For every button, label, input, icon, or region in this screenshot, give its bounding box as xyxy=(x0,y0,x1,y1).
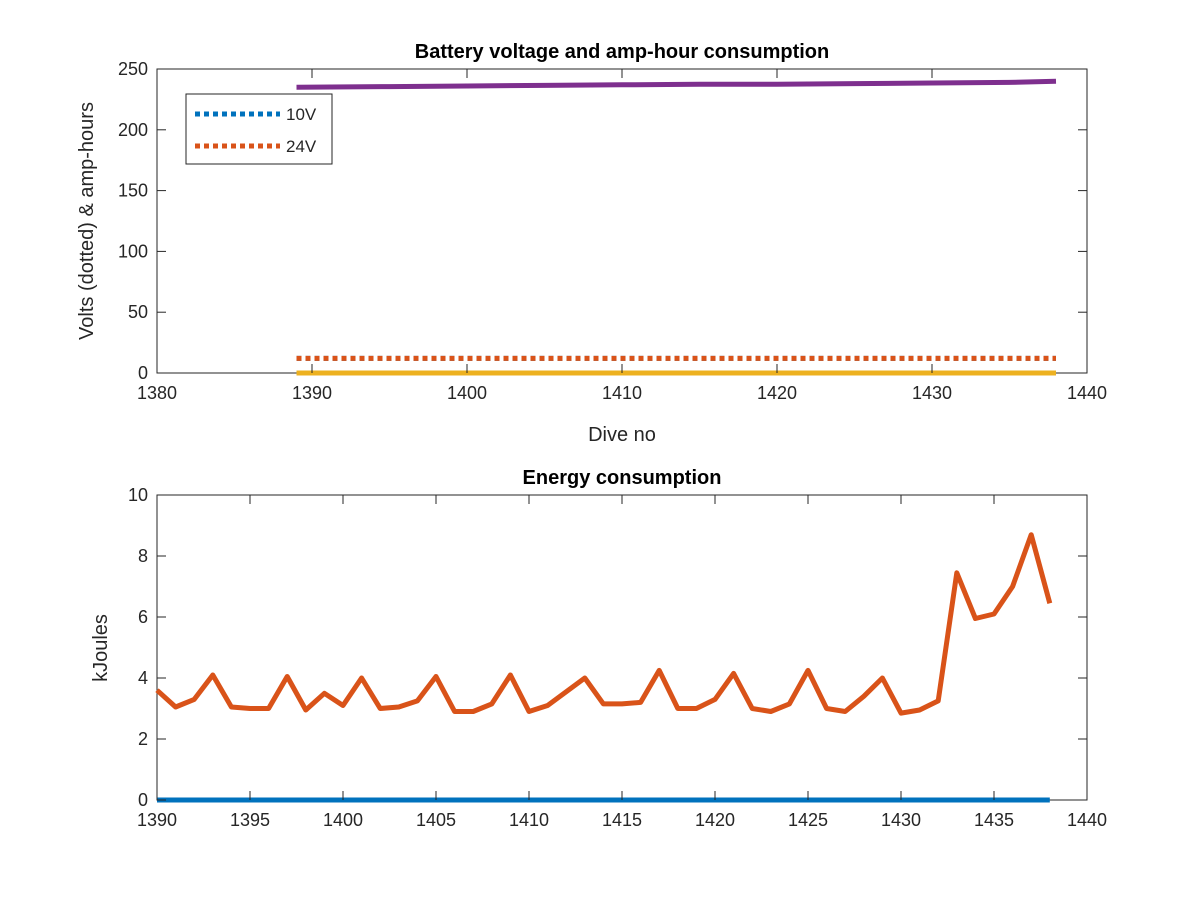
energy-x-tick-label: 1415 xyxy=(602,810,642,830)
energy-axes-box xyxy=(156,494,1088,801)
energy-y-tick-label: 2 xyxy=(138,729,148,749)
energy-y-axis-label: kJoules xyxy=(90,614,112,682)
battery-x-axis-label: Dive no xyxy=(588,424,656,446)
battery-chart: 1380 1390 1400 1410 1420 1430 1440 0 50 100 150 200… xyxy=(76,41,1107,446)
energy-ticks-layer: 1390 1395 1400 1405 1410 1415 1420 1425 1430 1435… xyxy=(128,485,1107,830)
battery-legend-box xyxy=(185,93,333,165)
battery-y-tick-label: 0 xyxy=(138,363,148,383)
energy-x-tick-label: 1425 xyxy=(788,810,828,830)
battery-chart-title: Battery voltage and amp-hour consumption xyxy=(415,41,829,63)
energy-x-tick-label: 1435 xyxy=(974,810,1014,830)
battery-x-tick-label: 1390 xyxy=(292,383,332,403)
energy-series-line-1 xyxy=(155,532,1053,716)
energy-x-tick-label: 1420 xyxy=(695,810,735,830)
battery-y-tick-label: 100 xyxy=(118,241,148,261)
energy-y-tick-label: 4 xyxy=(138,668,148,688)
energy-y-tick-label: 8 xyxy=(138,546,148,566)
battery-x-tick-label: 1440 xyxy=(1067,383,1107,403)
battery-series-layer xyxy=(296,78,1057,376)
battery-x-tick-label: 1420 xyxy=(757,383,797,403)
battery-ticks-layer: 1380 1390 1400 1410 1420 1430 1440 0 50 100 150 200… xyxy=(118,59,1107,403)
battery-x-tick-label: 1400 xyxy=(447,383,487,403)
battery-y-tick-label: 50 xyxy=(128,302,148,322)
battery-x-tick-label: 1430 xyxy=(912,383,952,403)
legend-label-10v: 10V xyxy=(286,105,317,124)
energy-chart: 1390 1395 1400 1405 1410 1415 1420 1425 1430 1435… xyxy=(90,467,1107,830)
battery-y-tick-label: 250 xyxy=(118,59,148,79)
energy-y-tick-label: 0 xyxy=(138,790,148,810)
energy-x-tick-label: 1405 xyxy=(416,810,456,830)
energy-x-tick-label: 1410 xyxy=(509,810,549,830)
battery-series-line-3 xyxy=(296,78,1057,90)
energy-x-tick-label: 1430 xyxy=(881,810,921,830)
battery-y-axis-label: Volts (dotted) & amp-hours xyxy=(76,102,98,340)
energy-chart-title: Energy consumption xyxy=(523,467,722,489)
battery-y-tick-label: 200 xyxy=(118,120,148,140)
battery-legend: 10V 24V xyxy=(185,93,333,165)
battery-x-tick-label: 1410 xyxy=(602,383,642,403)
energy-x-tick-label: 1390 xyxy=(137,810,177,830)
energy-x-tick-label: 1395 xyxy=(230,810,270,830)
battery-x-tick-label: 1380 xyxy=(137,383,177,403)
battery-y-tick-label: 150 xyxy=(118,181,148,201)
legend-label-24v: 24V xyxy=(286,137,317,156)
energy-y-tick-label: 6 xyxy=(138,607,148,627)
energy-x-tick-label: 1400 xyxy=(323,810,363,830)
energy-x-tick-label: 1440 xyxy=(1067,810,1107,830)
energy-y-tick-label: 10 xyxy=(128,485,148,505)
